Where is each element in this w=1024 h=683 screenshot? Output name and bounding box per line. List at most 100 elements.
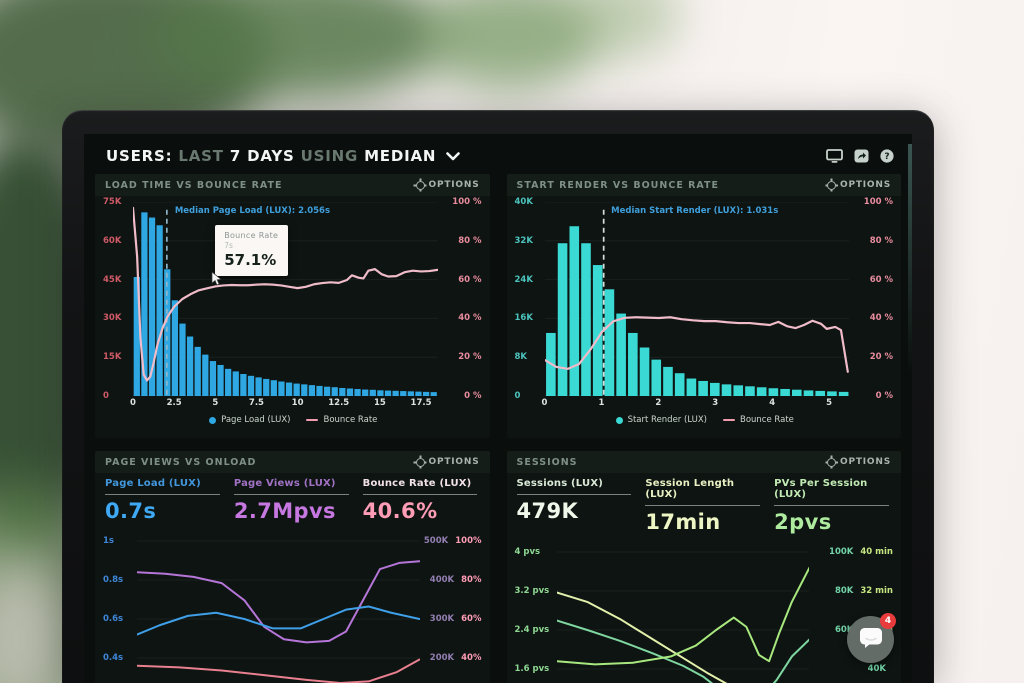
plot-area: Median Page Load (LUX): 2.056s Bounce Rat… [133,202,438,396]
axis-tick-pair: 200K 40% [430,653,482,663]
axis-tick-label: 0.6s [103,614,124,624]
display-icon[interactable] [826,149,843,163]
axis-tick-label: 0 [541,398,548,408]
axis-tick-pair: 400K 80% [430,575,482,585]
chart-plot-row: 4 pvs 3.2 pvs 2.4 pvs 1.6 pvs 100K 40 min 80K 3… [515,542,896,683]
axis-tick-label: 100% [455,536,482,546]
axis-tick-label: 40 % [869,313,893,324]
legend-marker [615,416,623,424]
users-range-selector[interactable]: USERS: LAST 7 DAYS USING MEDIAN [106,147,461,165]
tooltip-subtitle: 7s [224,241,233,251]
gear-icon [415,457,425,467]
start-render-chart: 40K 32K 24K 16K 8K 0 Median Start Render (LUX)… [507,196,902,429]
metric-label: Page Load (LUX) [105,478,201,489]
plot-area [137,531,420,683]
plot-area: Median Start Render (LUX): 1.031s [545,202,850,396]
axis-tick-label: 20 % [869,352,893,363]
metric-label: Page Views (LUX) [233,478,336,489]
gear-icon [415,180,425,190]
metric-label: Session Length (LUX) [645,478,735,500]
load-time-chart: 75K 60K 45K 30K 15K 0 Median Page Load (LUX): … [95,196,490,429]
axis-tick-label: 5 [826,398,833,408]
metric-underline [362,494,478,495]
laptop-bezel: USERS: LAST 7 DAYS USING MEDIAN ? [62,110,934,683]
metric: Page Views (LUX) 2.7Mpvs [233,478,349,523]
metric-label: Sessions (LUX) [516,478,604,489]
metric-underline [774,505,889,506]
metric-underline [645,505,761,506]
legend-label: Bounce Rate [740,415,794,425]
axis-tick-label: 32K [514,235,533,246]
metric-label: PVs Per Session (LUX) [774,478,868,500]
x-axis-ticks: 0 1 2 3 4 5 [541,396,850,411]
y-axis-left: 4 pvs 3.2 pvs 2.4 pvs 1.6 pvs [515,542,557,683]
metric: PVs Per Session (LUX) 2pvs [774,478,889,534]
title-segment: 7 DAYS [229,147,301,165]
axis-tick-label: 60% [461,614,482,624]
panel-title: PAGE VIEWS VS ONLOAD [105,456,257,468]
chart-plot-row: 1s 0.8s 0.6s 0.4s 500K 100% 400K 80% 300K 60% 200K… [103,531,484,683]
options-button[interactable]: OPTIONS [827,457,891,467]
tooltip-value: 57.1% [224,251,277,270]
panel-load-time: LOAD TIME VS BOUNCE RATE OPTIONS 75K 60K 4… [95,174,490,438]
screen-glare [908,144,912,374]
legend-marker [306,418,319,422]
metric: Bounce Rate (LUX) 40.6% [362,478,478,523]
options-button[interactable]: OPTIONS [415,457,480,467]
axis-tick-pair: 100K 40 min [829,547,893,557]
axis-tick-label: 60 % [869,274,893,285]
share-icon[interactable] [854,149,869,163]
help-icon[interactable]: ? [880,149,894,163]
legend-item: Start Render (LUX) [615,415,707,425]
panel-page-views: PAGE VIEWS VS ONLOAD OPTIONS Page Load (… [95,451,490,683]
axis-tick-label: 200K [429,653,455,663]
dashboard-screen: USERS: LAST 7 DAYS USING MEDIAN ? [84,134,912,683]
axis-tick-label: 12.5 [328,398,350,408]
axis-tick-label: 400K [429,575,455,585]
axis-tick-label: 10 [291,398,304,408]
legend-marker [209,416,217,424]
plant-leaf [150,0,450,100]
chat-bubble-icon [859,627,883,653]
title-segment: USING [300,147,365,165]
axis-tick-label: 15K [103,352,122,363]
y-axis-left: 40K 32K 24K 16K 8K 0 [514,197,545,401]
legend-item: Bounce Rate [723,415,794,425]
chat-widget-button[interactable]: 4 [847,613,896,663]
y-axis-right: 500K 100% 400K 80% 300K 60% 200K 40% [420,531,484,683]
sessions-metrics: Sessions (LUX) 479K Session Length (LUX) 17… [507,473,902,536]
axis-tick-label: 40 % [458,313,482,324]
sessions-chart: 4 pvs 3.2 pvs 2.4 pvs 1.6 pvs 100K 40 min 80K 3… [507,536,902,683]
title-segment: USERS: [106,147,179,165]
legend-label: Bounce Rate [323,415,378,425]
chart-plot-row: 40K 32K 24K 16K 8K 0 Median Start Render (LUX)… [514,197,896,401]
axis-tick-label: 30K [103,313,122,324]
axis-tick-label: 0.4s [103,653,124,663]
axis-tick-label: 500K [423,536,449,546]
axis-tick-label: 8K [514,352,528,363]
title-segment: LAST [178,147,230,165]
legend-item: Bounce Rate [306,415,377,425]
options-button[interactable]: OPTIONS [827,180,891,190]
x-axis: 0 1 2 3 4 5 [515,396,896,411]
plot-area [557,542,810,683]
axis-tick-label: 45K [103,274,122,285]
axis-tick-label: 16K [514,313,533,324]
panel-start-render: START RENDER VS BOUNCE RATE OPTIONS 40K 3… [506,174,902,438]
metric-value: 479K [516,499,579,523]
panel-sessions: SESSIONS OPTIONS Sessions (LUX) 479K Sessi… [506,451,902,683]
axis-tick-label: 0.8s [103,575,124,585]
axis-tick-pair: 40K [868,664,893,674]
metric-underline [233,494,349,495]
plant-leaf [420,0,600,90]
options-button[interactable]: OPTIONS [415,180,480,190]
y-axis-left: 75K 60K 45K 30K 15K 0 [103,197,133,401]
metric: Page Load (LUX) 0.7s [105,478,220,523]
chart-legend: Page Load (LUX) Bounce Rate [103,411,484,429]
axis-tick-label: 80 % [869,235,893,246]
x-axis: 0 2.5 5 7.5 10 12.5 15 17.5 [103,396,484,411]
legend-label: Page Load (LUX) [221,415,291,425]
axis-tick-label: 2.4 pvs [514,625,550,635]
